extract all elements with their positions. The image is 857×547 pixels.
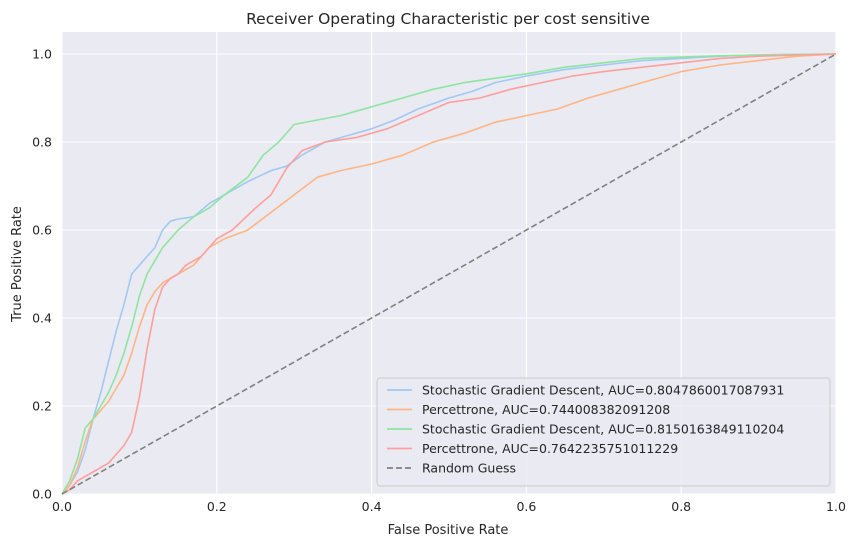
x-tick-label: 0.4 — [362, 499, 382, 514]
series-line — [61, 53, 837, 495]
series-lines — [61, 53, 837, 495]
grid-lines — [61, 32, 837, 495]
y-axis-label: True Positive Rate — [10, 206, 25, 323]
x-axis-label: False Positive Rate — [388, 523, 509, 538]
legend: Stochastic Gradient Descent, AUC=0.80478… — [376, 377, 831, 487]
legend-label: Percettrone, AUC=0.7642235751011229 — [422, 441, 678, 456]
x-tick-label: 0.0 — [52, 499, 72, 514]
x-tick-labels: 0.0 0.2 0.4 0.6 0.8 1.0 — [52, 499, 846, 514]
series-line — [61, 53, 837, 495]
x-tick-label: 1.0 — [826, 499, 846, 514]
x-tick-label: 0.8 — [671, 499, 691, 514]
legend-label: Percettrone, AUC=0.744008382091208 — [422, 402, 670, 417]
series-line — [61, 53, 837, 495]
legend-label: Stochastic Gradient Descent, AUC=0.81501… — [422, 422, 784, 437]
y-tick-label: 0.4 — [32, 311, 52, 326]
y-tick-label: 0.6 — [32, 223, 52, 238]
x-tick-label: 0.6 — [516, 499, 536, 514]
chart-title: Receiver Operating Characteristic per co… — [246, 10, 650, 28]
x-tick-label: 0.2 — [207, 499, 227, 514]
y-tick-label: 0.8 — [32, 135, 52, 150]
y-tick-label: 0.0 — [32, 487, 52, 502]
y-tick-label: 0.2 — [32, 399, 52, 414]
y-tick-labels: 0.0 0.2 0.4 0.6 0.8 1.0 — [32, 47, 52, 502]
legend-label: Stochastic Gradient Descent, AUC=0.80478… — [422, 383, 784, 398]
series-line — [61, 53, 837, 495]
legend-box — [376, 377, 831, 487]
y-tick-label: 1.0 — [32, 47, 52, 62]
legend-label: Random Guess — [422, 461, 516, 476]
series-line — [61, 53, 837, 495]
